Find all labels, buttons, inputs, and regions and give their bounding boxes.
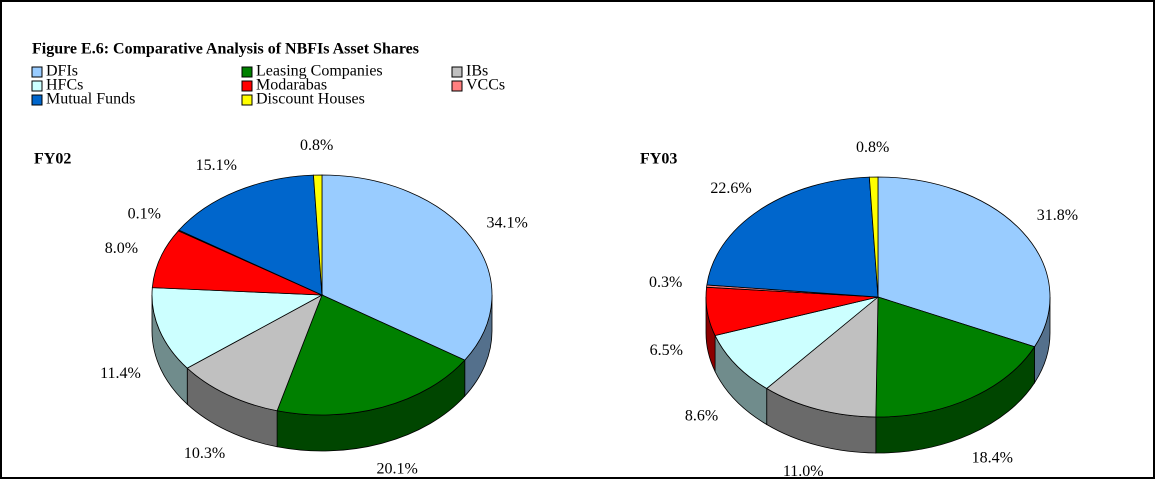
- legend-label: VCCs: [466, 77, 505, 94]
- pie-slice: [186, 294, 323, 412]
- data-label: 20.1%: [377, 461, 418, 477]
- data-label: 10.3%: [184, 445, 225, 462]
- figure-title: Figure E.6: Comparative Analysis of NBFI…: [32, 41, 419, 58]
- pie-slice: [321, 174, 493, 361]
- pie-slice: [766, 296, 879, 418]
- legend-swatch: [451, 80, 463, 92]
- data-label: 6.5%: [650, 342, 683, 359]
- data-label: 34.1%: [486, 215, 527, 232]
- pie-slice: [313, 174, 323, 296]
- data-label: 15.1%: [196, 157, 237, 174]
- legend-swatch: [241, 80, 253, 92]
- pie-slice: [868, 176, 879, 298]
- data-label: 31.8%: [1037, 207, 1078, 224]
- pie-title: FY03: [640, 151, 677, 168]
- data-label: 11.4%: [100, 365, 141, 382]
- data-label: 18.4%: [972, 449, 1013, 466]
- data-label: 0.8%: [300, 137, 333, 154]
- data-label: 22.6%: [710, 180, 751, 197]
- pie-slice: [178, 174, 323, 296]
- legend-label: Mutual Funds: [46, 91, 135, 108]
- pie-tops: [151, 174, 493, 416]
- pie-slice: [151, 287, 324, 369]
- pie-slice: [706, 176, 879, 298]
- pie-tops: [705, 176, 1051, 418]
- pie-slice: [875, 296, 1036, 418]
- legend-swatch: [31, 66, 43, 78]
- legend-label: IBs: [466, 63, 488, 80]
- legend-swatch: [241, 66, 253, 78]
- legend-label: Leasing Companies: [256, 63, 383, 80]
- legend-label: HFCs: [46, 77, 83, 94]
- legend-label: DFIs: [46, 63, 78, 80]
- pie-title: FY02: [34, 151, 71, 168]
- data-label: 8.0%: [105, 240, 138, 257]
- legend-label: Modarabas: [256, 77, 327, 94]
- legend-swatch: [241, 94, 253, 106]
- data-label: 8.6%: [685, 407, 718, 424]
- legend-swatch: [451, 66, 463, 78]
- pie-sides: [151, 294, 493, 452]
- pie-slice: [276, 294, 466, 416]
- data-label: 0.3%: [649, 274, 682, 291]
- pie-slice: [714, 296, 879, 389]
- pie-sides: [705, 296, 1051, 454]
- legend-swatch: [31, 94, 43, 106]
- legend-label: Discount Houses: [256, 91, 365, 108]
- data-label: 0.8%: [856, 139, 889, 156]
- legend-swatch: [31, 80, 43, 92]
- pie-slice: [877, 176, 1051, 348]
- data-label: 0.1%: [128, 206, 161, 223]
- data-label: 11.0%: [783, 463, 824, 477]
